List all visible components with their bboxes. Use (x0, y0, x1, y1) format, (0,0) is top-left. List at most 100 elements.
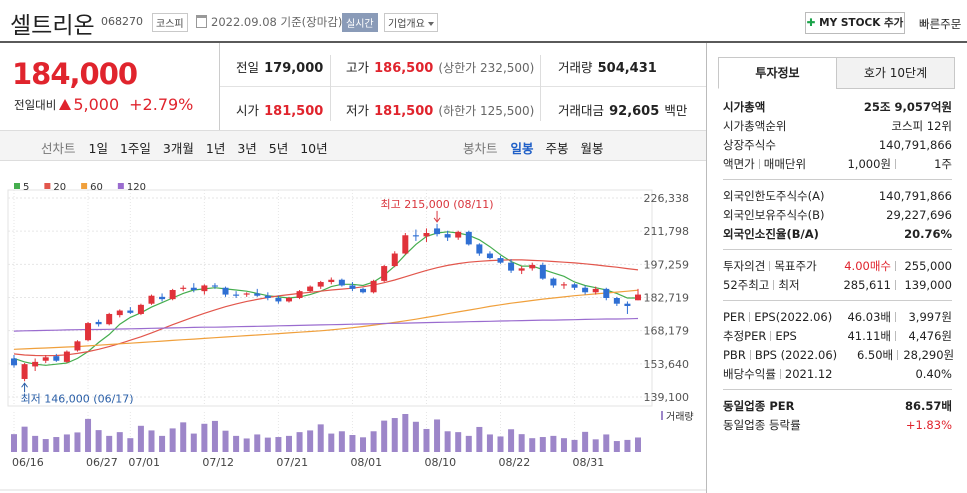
candle-body (391, 253, 398, 267)
separator (895, 158, 896, 169)
candle-body (317, 282, 324, 287)
my-stock-button[interactable]: ✚ MY STOCK 추가 (805, 12, 905, 34)
label-part: 52주최고 (723, 277, 770, 292)
info-value: 0.40% (915, 366, 952, 381)
separator (895, 311, 896, 322)
label-part: 투자의견 (723, 258, 766, 273)
volume-bar (360, 437, 367, 452)
info-values: 41.11배 4,476원 (835, 328, 952, 344)
info-row: 추정PER EPS 41.11배 4,476원 (723, 326, 952, 345)
info-label: 시가총액순위 (723, 118, 786, 134)
period-option[interactable]: 1주일 (119, 141, 151, 156)
volume-bar (106, 435, 113, 452)
x-tick-label: 07/01 (128, 456, 160, 469)
quote-label: 저가 (346, 103, 370, 118)
x-tick-label: 08/10 (424, 456, 456, 469)
info-tab[interactable]: 호가 10단계 (836, 57, 955, 89)
candle-option[interactable]: 주봉 (545, 141, 569, 156)
period-option[interactable]: 5년 (268, 141, 289, 156)
volume-bar (497, 436, 504, 452)
volume-bar (264, 437, 271, 452)
separator (770, 331, 772, 341)
quote-value: 179,000 (264, 61, 324, 76)
quote-cell: 거래대금 92,605 백만 (558, 100, 687, 119)
label-part: 외국인보유주식수(B) (723, 207, 825, 222)
period-option[interactable]: 3개월 (162, 141, 194, 156)
info-value: 1,000원 (847, 156, 891, 171)
candle-body (74, 341, 81, 351)
candle-body (529, 264, 536, 269)
candle-chart-label[interactable]: 봉차트 (463, 141, 498, 156)
quick-order[interactable]: 빠른주문 (919, 17, 962, 31)
info-values: +1.83% (906, 418, 952, 432)
volume-bar (42, 439, 49, 452)
info-values: 140,791,866 (879, 138, 952, 152)
line-period-group: 선차트 1일 1주일 3개월 1년 3년 5년 10년 (41, 138, 340, 157)
candle-body (423, 232, 430, 237)
quote-value: 504,431 (597, 61, 657, 76)
info-value: 285,611 (843, 277, 891, 292)
period-option[interactable]: 3년 (237, 141, 257, 156)
dropdown-icon (428, 22, 434, 29)
info-values: 86.57배 (905, 398, 952, 414)
period-option[interactable]: 1년 (205, 141, 226, 156)
period-option[interactable]: 1일 (88, 141, 108, 156)
volume-bar (53, 437, 60, 452)
info-row: 상장주식수 140,791,866 (723, 135, 952, 154)
label-part: BPS (2022.06) (754, 347, 838, 362)
quote-cell: 전일 179,000 (236, 57, 323, 76)
info-value: 20.76% (904, 226, 952, 241)
candle-body (465, 231, 472, 245)
quote-rule (220, 86, 706, 87)
volume-bar (560, 438, 567, 452)
volume-bar (211, 420, 218, 452)
candle-body (148, 295, 155, 304)
realtime-badge[interactable]: 실시간 (342, 13, 378, 32)
line-chart-label[interactable]: 선차트 (41, 141, 76, 156)
info-value: 코스피 12위 (891, 118, 952, 133)
candle-body (42, 357, 49, 361)
info-value: 41.11배 (847, 328, 891, 343)
volume-bar (434, 419, 441, 452)
separator (749, 312, 751, 322)
volume-bar (370, 431, 377, 452)
info-label: 상장주식수 (723, 137, 776, 153)
calendar-icon (196, 15, 207, 28)
info-tab[interactable]: 투자정보 (718, 57, 837, 89)
y-tick-label: 139,100 (644, 391, 690, 404)
volume-bar (508, 429, 515, 452)
volume-bar (486, 434, 493, 452)
change-value: 5,000 (73, 95, 120, 114)
info-label: PER EPS(2022.06) (723, 310, 832, 324)
y-tick-label: 197,259 (644, 258, 690, 271)
info-row: 동일업종 PER 86.57배 (723, 396, 952, 415)
candle-body (285, 297, 292, 302)
date: 2022.09.08 기준(장마감) (211, 14, 342, 30)
info-values: 4.00매수 255,000 (835, 258, 952, 274)
candle-body (159, 296, 166, 300)
info-row: 외국인한도주식수(A) 140,791,866 (723, 186, 952, 205)
info-row: 동일업종 등락률 +1.83% (723, 415, 952, 434)
volume-bar (381, 420, 388, 452)
change-label: 전일대비 (14, 97, 57, 112)
candle-body (53, 356, 60, 361)
candle-option[interactable]: 일봉 (510, 141, 534, 156)
quote-cell: 시가 181,500 (236, 100, 323, 119)
candle-option[interactable]: 월봉 (580, 141, 604, 156)
period-option[interactable]: 10년 (300, 141, 328, 156)
candle-options: 일봉 주봉 월봉 (511, 138, 616, 157)
info-label: 동일업종 등락률 (723, 417, 801, 433)
info-values: 285,611 139,000 (835, 278, 952, 292)
company-info-button[interactable]: 기업개요 (384, 13, 438, 32)
label-part: 매매단위 (763, 156, 807, 171)
volume-bar (11, 434, 17, 452)
info-row: 시가총액 25조 9,057억원 (723, 97, 952, 116)
volume-bar (603, 434, 610, 452)
label-part: 시가총액순위 (723, 118, 787, 133)
info-label: PBR BPS (2022.06) (723, 348, 837, 362)
info-section: PER EPS(2022.06) 46.03배 3,997원 추정PER EPS 41.11… (723, 300, 954, 389)
volume-bar (180, 422, 187, 452)
volume-bar (539, 437, 546, 452)
volume-bar (95, 430, 102, 452)
